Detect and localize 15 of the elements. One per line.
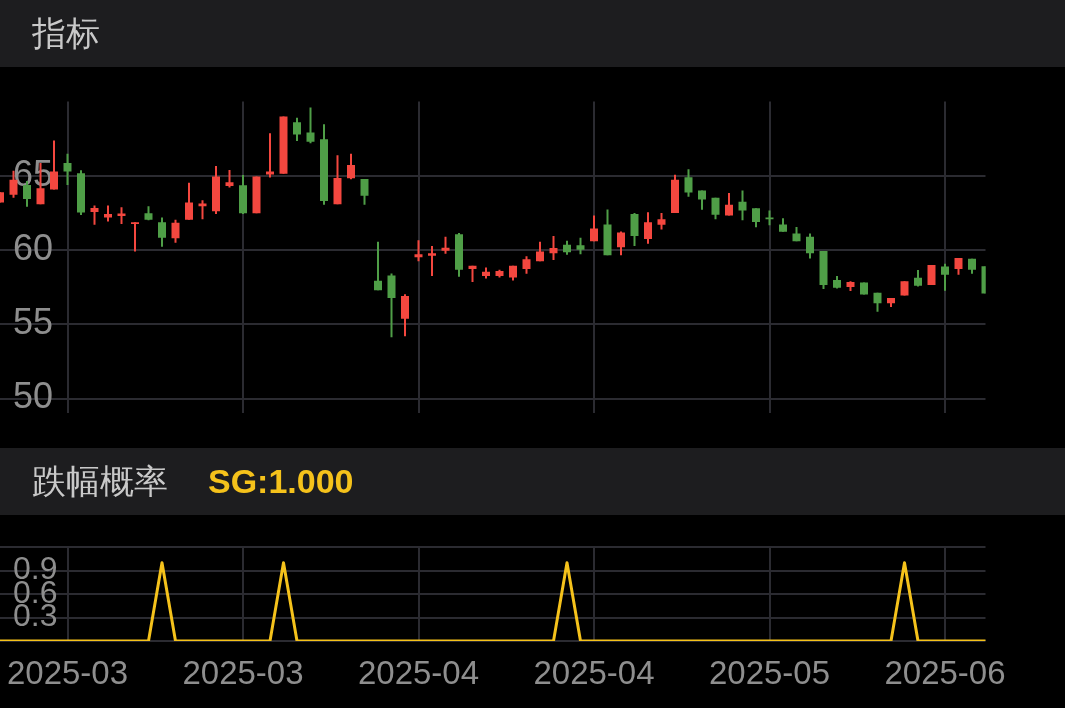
x-tick-label: 2025-06 [884, 653, 1006, 691]
x-tick-label: 2025-05 [708, 653, 831, 691]
x-tick-label: 2025-03 [182, 653, 304, 691]
candlestick [131, 222, 139, 252]
candlestick [428, 245, 436, 277]
x-tick-label: 2025-04 [533, 653, 655, 691]
y-tick-label: 60 [13, 227, 54, 268]
y-tick-label: 50 [13, 375, 54, 417]
y-tick-label: 55 [13, 301, 54, 343]
text: SG:1.000 [208, 462, 354, 500]
chart-title: 跌幅概率 [32, 462, 168, 500]
candlestick [266, 133, 274, 178]
x-tick-label: 2025-04 [357, 653, 480, 691]
x-tick-label: 2025-03 [6, 653, 129, 691]
chart-title: 指标 [32, 14, 100, 52]
